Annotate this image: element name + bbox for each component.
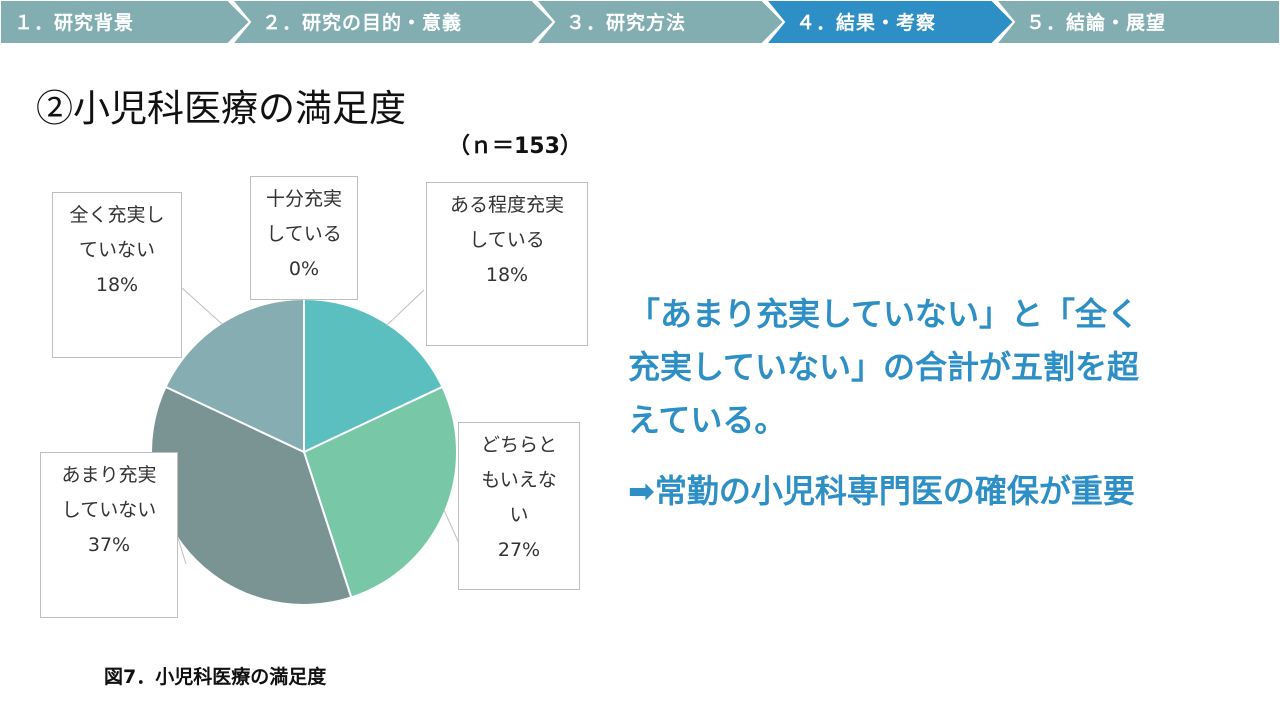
- nav-step-results[interactable]: ４．結果・考察: [796, 12, 937, 34]
- slide-title: ②小児科医療の満足度: [36, 87, 406, 130]
- satisfaction-pie-chart: [150, 287, 463, 606]
- slice-percent-label: 18%: [485, 264, 529, 286]
- slice-percent-label: 0%: [288, 258, 320, 280]
- slice-label-line: ある程度充実: [449, 194, 564, 216]
- callout-neutral: どちらと もいえな い 27%: [458, 422, 580, 590]
- slice-percent-label: 27%: [497, 539, 541, 561]
- conclusion-line: えている。: [628, 401, 787, 439]
- slice-label-line: ていない: [78, 239, 155, 261]
- conclusion-text: 「あまり充実していない」と「全く 充実していない」の合計が五割を超 えている。: [628, 288, 1248, 447]
- slice-label-line: していない: [61, 499, 157, 521]
- nav-chevron[interactable]: [993, 0, 1280, 45]
- callout-not-very-satisfied: あまり充実 していない 37%: [40, 452, 178, 618]
- conclusion-line: 充実していない」の合計が五割を超: [628, 348, 1140, 386]
- conclusion-line: 「あまり充実していない」と「全く: [628, 295, 1140, 333]
- callout-leader-line: [181, 287, 223, 325]
- recommendation-text: ➡常勤の小児科専門医の確保が重要: [628, 472, 1135, 510]
- pie-slice: [302, 385, 458, 599]
- slice-label-line: い: [509, 504, 529, 526]
- slice-label-line: 全く充実し: [69, 204, 165, 226]
- slice-label-line: 十分充実: [265, 188, 342, 210]
- pie-slice: [150, 385, 353, 606]
- slice-percent-label: 18%: [95, 274, 139, 296]
- nav-chevron[interactable]: [763, 0, 1016, 45]
- nav-step-purpose[interactable]: ２．研究の目的・意義: [262, 12, 463, 34]
- slice-label-line: している: [266, 223, 342, 245]
- sample-size-label: （ｎ＝153）: [448, 134, 582, 159]
- callout-leader-line: [385, 289, 425, 327]
- progress-nav: [0, 0, 1280, 45]
- nav-step-method[interactable]: ３．研究方法: [566, 12, 687, 34]
- nav-chevron[interactable]: [229, 0, 556, 45]
- nav-chevron[interactable]: [533, 0, 786, 45]
- figure-caption: 図7．小児科医療の満足度: [104, 666, 327, 688]
- callout-leader-line: [177, 537, 187, 565]
- callout-somewhat-satisfied: ある程度充実 している 18%: [426, 182, 588, 346]
- nav-chevron[interactable]: [0, 0, 252, 45]
- slice-label-line: もいえな: [481, 469, 557, 491]
- slice-label-line: している: [469, 229, 545, 251]
- callout-fully-satisfied: 十分充実 している 0%: [250, 176, 358, 300]
- slice-label-line: あまり充実: [61, 464, 157, 486]
- nav-step-background[interactable]: １．研究背景: [14, 12, 135, 34]
- slice-label-line: どちらと: [480, 434, 557, 456]
- slice-percent-label: 37%: [87, 534, 131, 556]
- callout-not-at-all-satisfied: 全く充実し ていない 18%: [52, 192, 182, 358]
- nav-step-conclusion[interactable]: ５．結論・展望: [1026, 12, 1167, 34]
